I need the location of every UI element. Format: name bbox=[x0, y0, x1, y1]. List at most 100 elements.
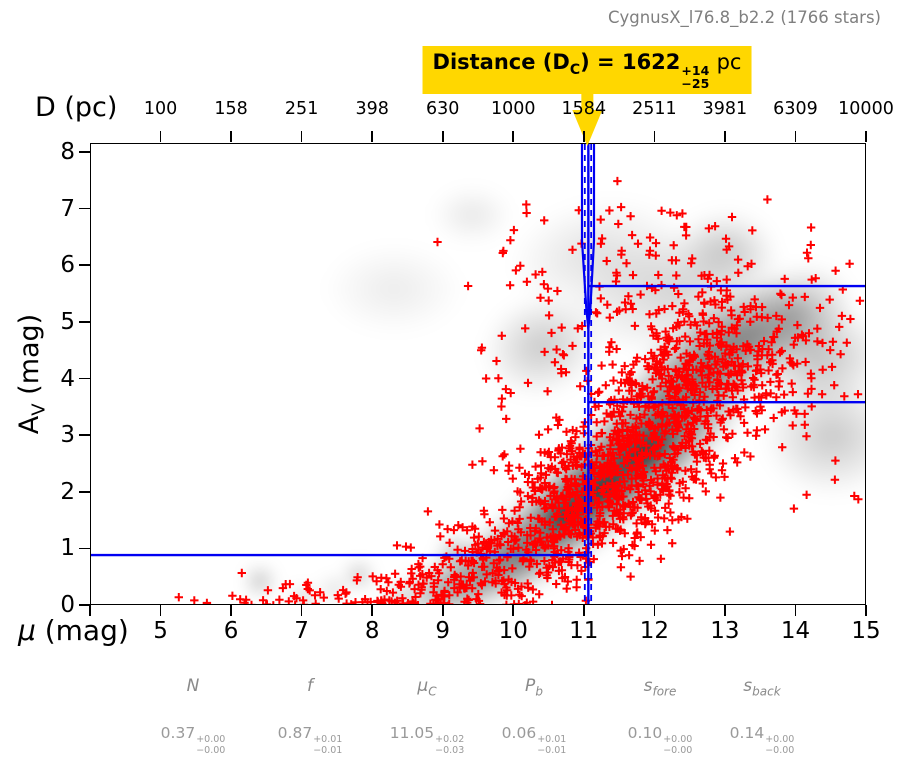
x-tick bbox=[159, 605, 162, 616]
x-tick bbox=[512, 605, 515, 616]
top-tick-label: 1000 bbox=[490, 99, 536, 119]
x-tick bbox=[724, 605, 726, 616]
top-tick bbox=[583, 131, 585, 142]
star-markers bbox=[174, 176, 865, 604]
top-tick-label: 2511 bbox=[632, 99, 677, 119]
plot-canvas bbox=[91, 144, 865, 604]
fit-parameter: sback 0.14 +0.00 −0.00 bbox=[730, 676, 795, 756]
fit-parameter: N 0.37 +0.00 −0.00 bbox=[161, 676, 226, 756]
x-tick-label: 14 bbox=[780, 618, 811, 644]
fit-parameter: Pb 0.06 +0.01 −0.01 bbox=[502, 676, 567, 756]
y-tick bbox=[79, 547, 90, 550]
y-tick bbox=[79, 151, 90, 153]
x-tick-label: 5 bbox=[153, 618, 168, 644]
fit-parameter-uncertainty: +0.02 −0.03 bbox=[435, 734, 465, 756]
figure-title: CygnusX_l76.8_b2.2 (1766 stars) bbox=[607, 8, 881, 27]
fit-parameter-value: 0.87 +0.01 −0.01 bbox=[277, 724, 343, 756]
top-tick bbox=[794, 131, 797, 142]
top-tick bbox=[159, 131, 162, 142]
density-blob bbox=[324, 243, 465, 334]
plot-area bbox=[90, 143, 866, 605]
fit-parameter-value: 0.14 +0.00 −0.00 bbox=[729, 724, 795, 756]
fit-parameter-symbol: Pb bbox=[525, 676, 543, 699]
y-tick bbox=[79, 377, 90, 380]
fit-parameter-value: 0.10 +0.00 −0.00 bbox=[627, 724, 693, 756]
top-tick-label: 251 bbox=[284, 99, 319, 119]
x-tick bbox=[230, 605, 232, 616]
fit-parameter-symbol: f bbox=[306, 676, 313, 696]
y-tick bbox=[79, 604, 90, 606]
top-tick-label: 398 bbox=[355, 99, 389, 119]
y-tick-label: 7 bbox=[60, 195, 75, 222]
fit-parameter: sfore 0.10 +0.00 −0.00 bbox=[628, 676, 693, 756]
top-tick bbox=[230, 131, 232, 142]
top-tick bbox=[724, 131, 726, 142]
distance-value: 1622 bbox=[621, 50, 681, 74]
y-tick-label: 5 bbox=[60, 308, 75, 335]
uncertainty-band-right bbox=[587, 144, 596, 329]
x-tick bbox=[653, 605, 656, 616]
x-tick-label: 10 bbox=[498, 618, 528, 644]
top-tick-label: 100 bbox=[143, 99, 178, 119]
x-tick-label: 9 bbox=[435, 618, 451, 644]
annotation-subscript: C bbox=[569, 62, 581, 79]
y-tick bbox=[79, 207, 90, 210]
fit-parameter-uncertainty: +0.00 −0.00 bbox=[196, 734, 226, 756]
x-tick bbox=[300, 605, 303, 616]
top-tick bbox=[371, 131, 373, 142]
density-blob bbox=[431, 187, 512, 244]
top-tick bbox=[653, 131, 656, 142]
fit-parameter-value: 0.37 +0.00 −0.00 bbox=[160, 724, 226, 756]
x-tick bbox=[794, 605, 797, 616]
y-tick bbox=[79, 321, 90, 323]
fit-parameter-uncertainty: +0.01 −0.01 bbox=[313, 734, 343, 756]
x-tick bbox=[583, 605, 585, 616]
top-tick-label: 158 bbox=[214, 99, 248, 119]
x-tick-label: 15 bbox=[851, 618, 881, 644]
uncertainty-band-left bbox=[580, 144, 590, 329]
fit-parameter-symbol: sfore bbox=[643, 676, 677, 699]
fit-parameter-uncertainty: +0.00 −0.00 bbox=[663, 734, 693, 756]
y-tick-label: 2 bbox=[60, 478, 75, 505]
distance-uncertainty: +14 −25 bbox=[681, 63, 710, 92]
x-tick bbox=[865, 605, 867, 616]
top-tick-label: 10000 bbox=[838, 99, 894, 119]
top-axis-title: D (pc) bbox=[35, 92, 118, 123]
x-tick-label: 11 bbox=[569, 618, 599, 644]
top-tick-label: 630 bbox=[426, 99, 460, 119]
top-tick bbox=[300, 131, 303, 142]
top-tick bbox=[865, 131, 867, 142]
x-tick-label: 6 bbox=[223, 618, 239, 644]
fit-parameter-uncertainty: +0.00 −0.00 bbox=[765, 734, 795, 756]
top-tick bbox=[512, 131, 515, 142]
y-tick bbox=[79, 264, 90, 267]
x-tick bbox=[89, 605, 91, 616]
y-tick bbox=[79, 434, 90, 436]
fit-parameter: μC 11.05 +0.02 −0.03 bbox=[390, 676, 465, 756]
top-tick-label: 1584 bbox=[561, 99, 607, 119]
distance-annotation: Distance (DC) = 1622 +14 −25 pc bbox=[422, 46, 752, 95]
bottom-axis-title: μ (mag) bbox=[18, 614, 129, 647]
top-tick-label: 6309 bbox=[773, 99, 818, 119]
y-tick-label: 3 bbox=[60, 422, 75, 449]
fit-parameter-value: 0.06 +0.01 −0.01 bbox=[501, 724, 567, 756]
x-tick bbox=[441, 605, 444, 616]
top-tick-label: 3981 bbox=[702, 99, 748, 119]
y-tick-label: 8 bbox=[60, 139, 75, 166]
x-tick bbox=[371, 605, 373, 616]
y-tick bbox=[79, 490, 90, 493]
annotation-text: Distance (DC) = 1622 bbox=[432, 50, 681, 79]
fit-parameter-value: 11.05 +0.02 −0.03 bbox=[389, 724, 465, 756]
y-axis-title: AV (mag) bbox=[14, 313, 50, 435]
fit-parameter-uncertainty: +0.01 −0.01 bbox=[537, 734, 567, 756]
fit-parameter-symbol: μC bbox=[417, 676, 437, 699]
x-tick-label: 8 bbox=[364, 618, 380, 644]
x-tick-label: 7 bbox=[294, 618, 309, 644]
top-tick bbox=[441, 131, 444, 142]
density-blob bbox=[325, 580, 344, 598]
y-tick-label: 6 bbox=[60, 252, 75, 279]
y-tick-label: 1 bbox=[60, 535, 75, 562]
fit-parameter-symbol: sback bbox=[743, 676, 781, 699]
fit-parameter-symbol: N bbox=[186, 676, 200, 696]
